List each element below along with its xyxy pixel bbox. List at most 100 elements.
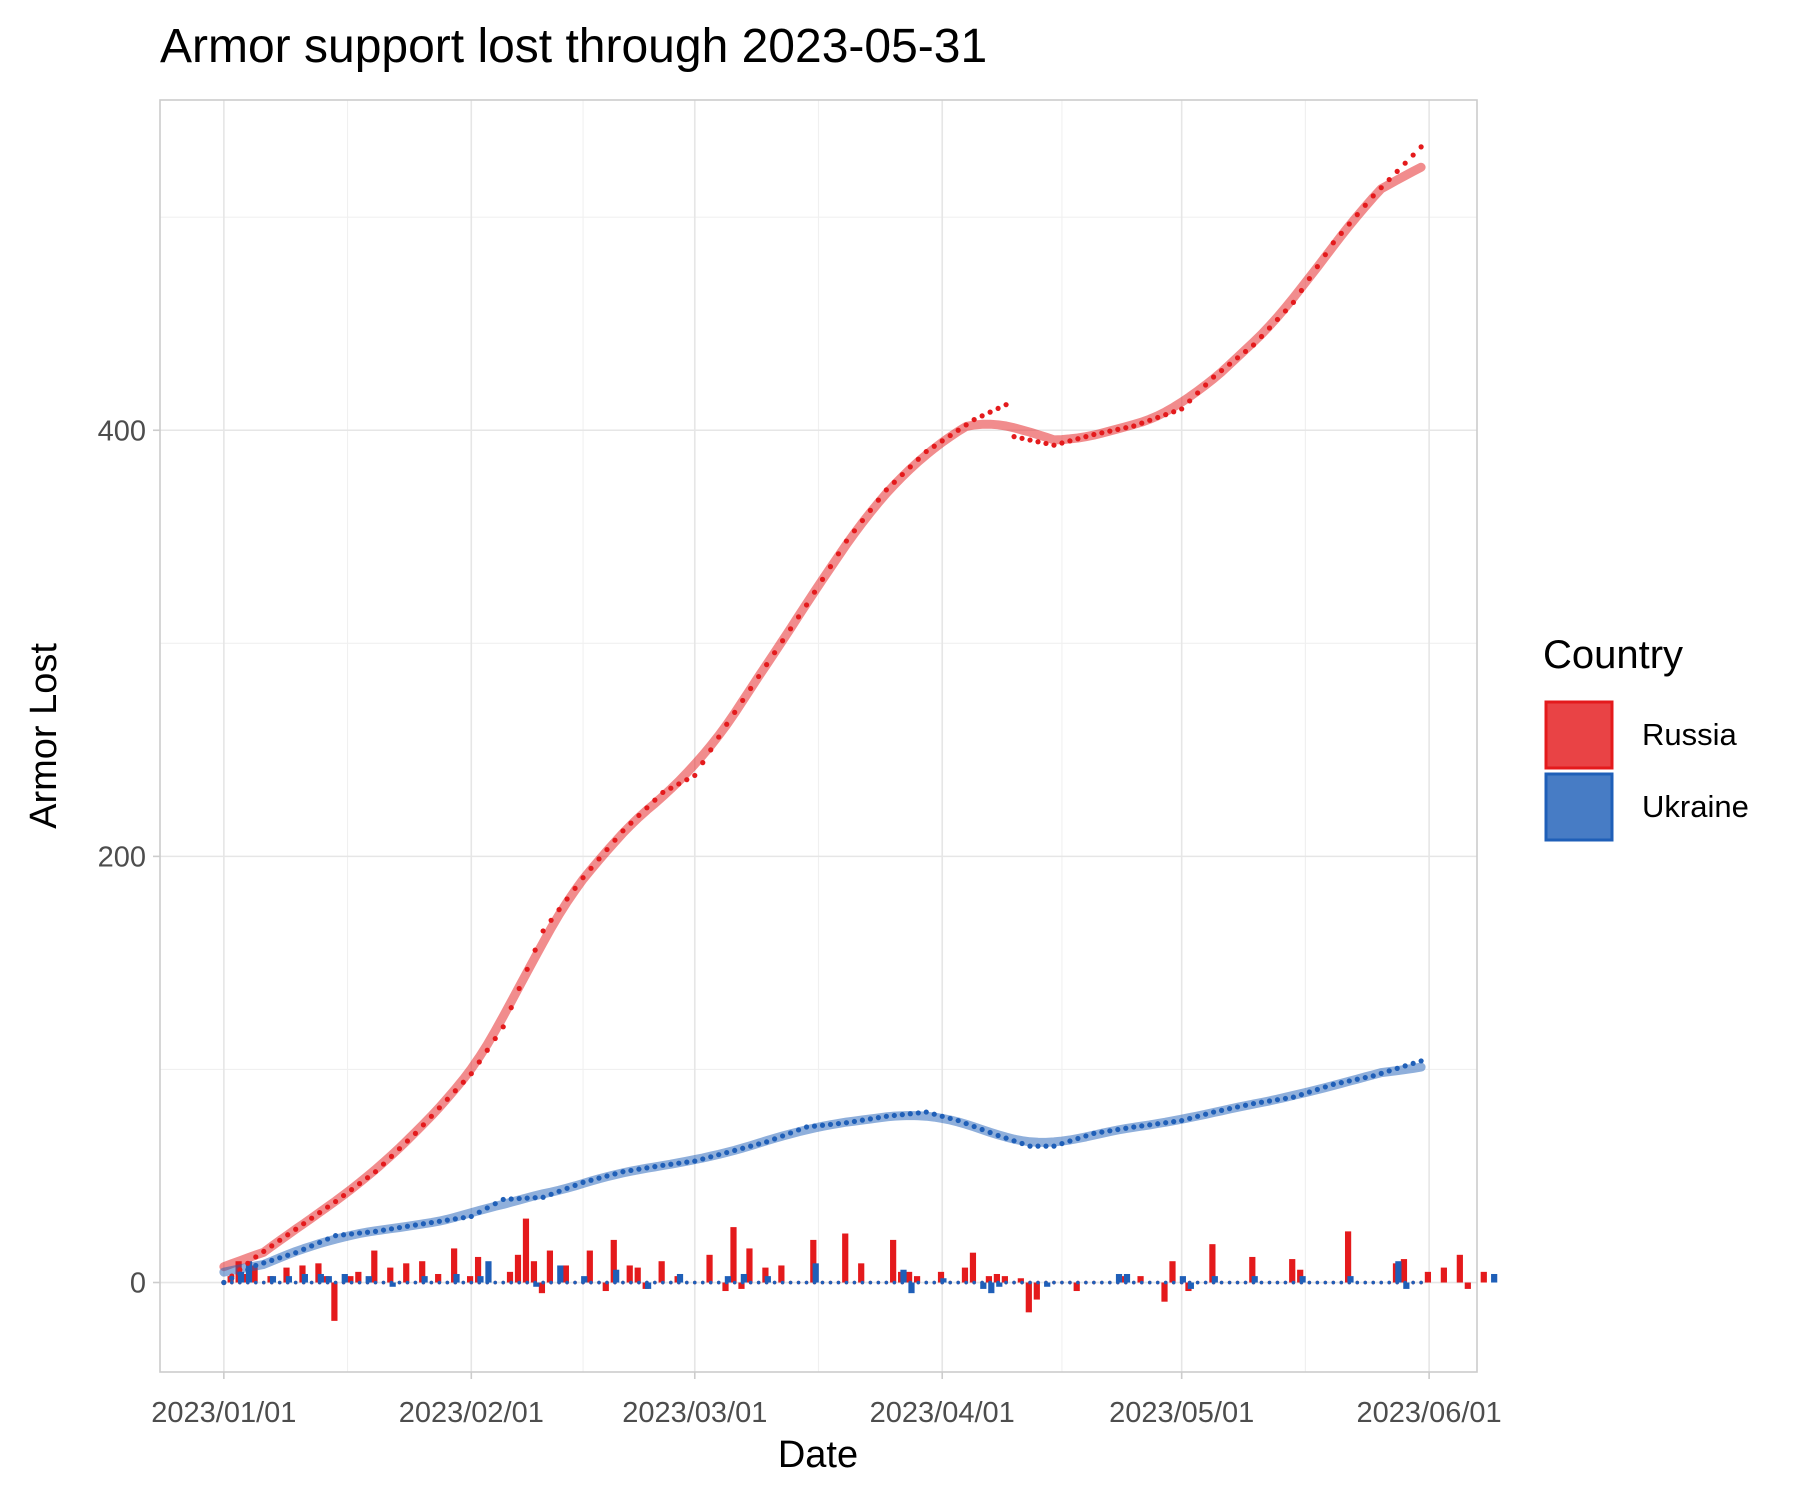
russia-daily-bar <box>842 1233 849 1283</box>
x-axis-tick-labels: 2023/01/01 2023/02/01 2023/03/01 2023/04/01… <box>151 1397 1501 1429</box>
ukraine-zero-dot <box>772 1280 777 1285</box>
russia-point <box>1195 390 1201 396</box>
ukraine-zero-dot <box>1155 1280 1160 1285</box>
ukraine-point <box>428 1219 434 1226</box>
ukraine-zero-dot <box>1108 1280 1112 1285</box>
russia-point <box>588 865 594 871</box>
russia-point <box>1418 144 1424 150</box>
ukraine-daily-bar <box>533 1282 540 1287</box>
russia-point <box>1394 168 1400 174</box>
ukraine-zero-dot <box>708 1280 713 1285</box>
ukraine-point <box>716 1152 722 1158</box>
russia-daily-bar <box>1169 1261 1176 1283</box>
ukraine-zero-dot <box>1235 1280 1240 1285</box>
ukraine-daily-bar <box>1211 1276 1218 1283</box>
ukraine-zero-dot <box>836 1280 841 1285</box>
ukraine-point <box>692 1158 698 1164</box>
ukraine-zero-dot <box>1147 1280 1152 1285</box>
ukraine-point <box>221 1279 227 1286</box>
russia-point <box>532 947 538 953</box>
ukraine-zero-dot <box>796 1280 801 1285</box>
ukraine-point <box>1298 1091 1304 1098</box>
ukraine-point <box>1394 1065 1400 1071</box>
russia-point <box>628 820 634 826</box>
ukraine-zero-dot <box>373 1280 378 1285</box>
russia-point <box>1203 382 1209 388</box>
ukraine-zero-dot <box>269 1280 274 1285</box>
russia-point <box>460 1079 466 1085</box>
russia-point <box>843 538 850 544</box>
ukraine-daily-bar <box>1395 1261 1402 1283</box>
ukraine-zero-dot <box>1283 1280 1288 1285</box>
ukraine-point <box>708 1154 714 1160</box>
russia-daily-bar <box>1464 1282 1471 1289</box>
ukraine-zero-dot <box>517 1280 521 1285</box>
russia-daily-bar <box>1033 1282 1040 1300</box>
ukraine-point <box>1362 1074 1368 1081</box>
russia-daily-bar <box>474 1256 482 1283</box>
ukraine-point <box>1338 1080 1344 1086</box>
ukraine-point <box>867 1116 873 1122</box>
russia-point <box>420 1122 426 1128</box>
ukraine-zero-dot <box>1419 1280 1423 1285</box>
russia-point <box>277 1237 283 1243</box>
ukraine-zero-dot <box>1028 1280 1032 1285</box>
ukraine-zero-dot <box>365 1280 370 1285</box>
russia-daily-bar <box>1456 1254 1463 1283</box>
ukraine-zero-dot <box>1004 1280 1008 1285</box>
ukraine-zero-dot <box>1227 1280 1232 1285</box>
russia-point <box>285 1232 291 1238</box>
russia-point <box>819 576 826 582</box>
ukraine-point <box>644 1165 650 1171</box>
russia-daily-bar <box>913 1276 921 1283</box>
russia-point <box>1155 414 1161 421</box>
ukraine-point <box>596 1175 602 1181</box>
russia-daily-bar <box>1073 1282 1080 1292</box>
ukraine-point <box>1386 1068 1392 1074</box>
ukraine-daily-bar <box>1179 1276 1186 1283</box>
ukraine-point <box>500 1196 506 1203</box>
russia-daily-bar <box>546 1250 554 1283</box>
russia-point <box>1242 348 1249 355</box>
ukraine-zero-dot <box>1012 1280 1016 1285</box>
ukraine-zero-dot <box>285 1280 290 1285</box>
ukraine-zero-dot <box>621 1280 625 1285</box>
ukraine-point <box>756 1141 762 1147</box>
ukraine-point <box>285 1252 291 1258</box>
russia-point <box>452 1088 458 1094</box>
russia-point <box>1274 316 1281 323</box>
russia-daily-bar <box>403 1263 410 1283</box>
russia-point <box>1043 440 1049 447</box>
russia-point <box>269 1243 275 1249</box>
ukraine-zero-dot <box>293 1280 298 1285</box>
ukraine-zero-dot <box>1052 1280 1056 1285</box>
russia-daily-bar <box>738 1282 745 1289</box>
ukraine-zero-dot <box>924 1280 929 1285</box>
ukraine-point <box>548 1191 554 1197</box>
russia-daily-bar <box>905 1271 913 1283</box>
russia-point <box>325 1204 331 1210</box>
x-tick-label: 2023/06/01 <box>1357 1397 1502 1429</box>
russia-point <box>604 846 610 853</box>
ukraine-zero-dot <box>477 1280 482 1285</box>
ukraine-zero-dot <box>1116 1280 1120 1285</box>
x-tick-label: 2023/01/01 <box>151 1397 296 1429</box>
ukraine-point <box>1147 1122 1153 1128</box>
russia-point <box>1250 342 1257 348</box>
y-tick-label: 400 <box>98 415 146 447</box>
ukraine-zero-dot <box>812 1280 817 1285</box>
russia-point <box>939 438 945 444</box>
ukraine-zero-dot <box>645 1280 649 1285</box>
ukraine-point <box>508 1196 514 1202</box>
ukraine-point <box>652 1164 658 1170</box>
ukraine-zero-dot <box>1163 1280 1168 1285</box>
russia-point <box>923 448 929 455</box>
ukraine-point <box>380 1227 387 1233</box>
russia-point <box>1003 402 1009 408</box>
ukraine-daily-bar <box>1251 1276 1258 1283</box>
ukraine-zero-dot <box>740 1280 745 1285</box>
ukraine-point <box>1051 1143 1057 1149</box>
ukraine-daily-bar <box>980 1282 987 1289</box>
ukraine-point <box>293 1250 299 1256</box>
ukraine-point <box>923 1109 929 1115</box>
